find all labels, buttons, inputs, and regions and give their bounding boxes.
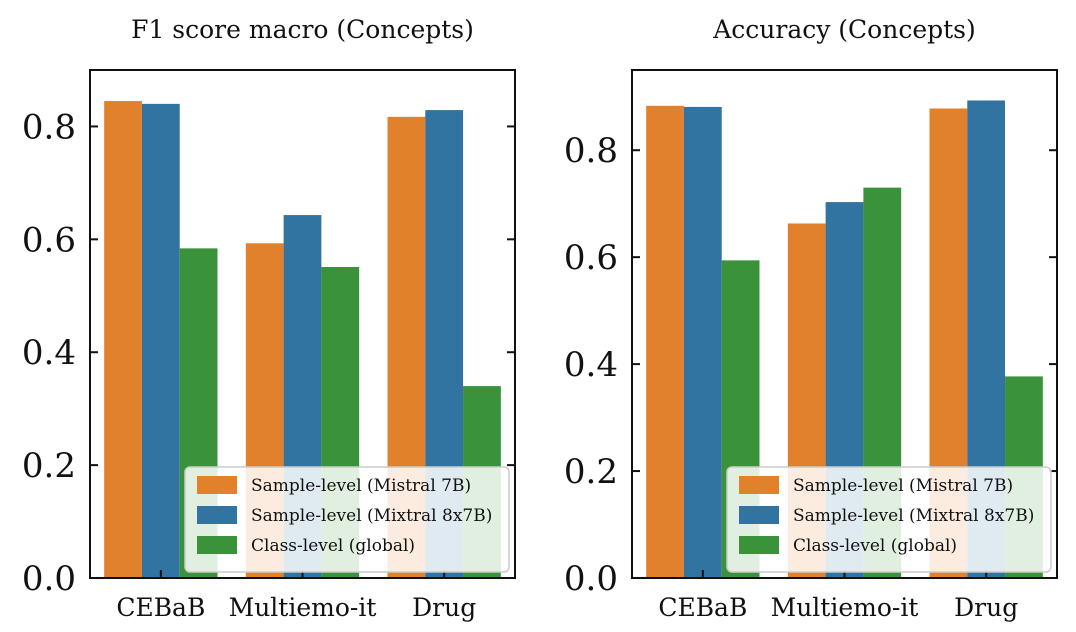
y-tick-label: 0.6 bbox=[22, 220, 76, 260]
legend-swatch bbox=[197, 506, 237, 524]
x-tick-label: CEBaB bbox=[116, 593, 205, 622]
legend-label: Sample-level (Mistral 7B) bbox=[251, 476, 471, 496]
chart-title: Accuracy (Concepts) bbox=[712, 15, 976, 44]
legend: Sample-level (Mistral 7B) Sample-level (M… bbox=[727, 467, 1051, 572]
legend-swatch bbox=[739, 476, 779, 494]
legend-swatch bbox=[739, 536, 779, 554]
legend-label: Sample-level (Mistral 7B) bbox=[793, 476, 1013, 496]
legend-label: Sample-level (Mixtral 8x7B) bbox=[793, 506, 1034, 526]
x-tick-label: CEBaB bbox=[658, 593, 747, 622]
legend-swatch bbox=[739, 506, 779, 524]
legend-swatch bbox=[197, 476, 237, 494]
y-tick-label: 0.0 bbox=[564, 559, 618, 599]
legend-label: Sample-level (Mixtral 8x7B) bbox=[251, 506, 492, 526]
y-tick-label: 0.8 bbox=[564, 131, 618, 171]
legend-label: Class-level (global) bbox=[793, 536, 957, 556]
x-tick-label: Drug bbox=[954, 593, 1018, 622]
bar bbox=[646, 106, 684, 578]
bar bbox=[684, 107, 722, 578]
y-tick-label: 0.2 bbox=[564, 452, 618, 492]
y-tick-label: 0.0 bbox=[22, 559, 76, 599]
x-tick-label: Multiemo-it bbox=[771, 593, 919, 622]
y-tick-label: 0.4 bbox=[22, 333, 76, 373]
x-tick-label: Drug bbox=[412, 593, 476, 622]
y-tick-label: 0.4 bbox=[564, 345, 618, 385]
legend-swatch bbox=[197, 536, 237, 554]
chart-panel-1: F1 score macro (Concepts) 0.0 0.2 0.4 0.6 0.8… bbox=[22, 15, 515, 622]
bar bbox=[104, 101, 142, 578]
y-tick-label: 0.8 bbox=[22, 107, 76, 147]
chart-title: F1 score macro (Concepts) bbox=[131, 15, 474, 44]
legend: Sample-level (Mistral 7B) Sample-level (M… bbox=[185, 467, 509, 572]
x-tick-label: Multiemo-it bbox=[229, 593, 377, 622]
chart-panel-2: Accuracy (Concepts) 0.0 0.2 0.4 0.6 0.8 CEBaB M… bbox=[564, 15, 1057, 622]
bar bbox=[142, 104, 180, 578]
legend-label: Class-level (global) bbox=[251, 536, 415, 556]
y-tick-label: 0.2 bbox=[22, 446, 76, 486]
y-tick-label: 0.6 bbox=[564, 238, 618, 278]
